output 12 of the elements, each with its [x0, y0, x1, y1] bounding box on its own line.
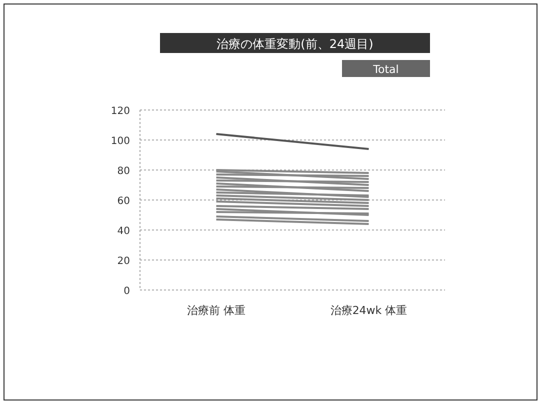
y-tick-label: 100 — [110, 136, 130, 147]
y-tick-label: 80 — [117, 166, 130, 177]
title: 治療の体重変動(前、24週目) — [160, 33, 430, 53]
y-tick-label: 20 — [117, 256, 130, 267]
x-tick-label: 治療前 体重 — [187, 304, 246, 317]
y-tick-label: 60 — [117, 196, 130, 207]
x-tick-label: 治療24wk 体重 — [330, 304, 408, 317]
y-tick-label: 40 — [117, 226, 130, 237]
annotation: Total — [342, 60, 430, 77]
y-tick-label: 0 — [124, 286, 130, 297]
chart-title: 治療の体重変動(前、24週目) — [216, 37, 374, 51]
y-tick-label: 120 — [110, 106, 130, 117]
